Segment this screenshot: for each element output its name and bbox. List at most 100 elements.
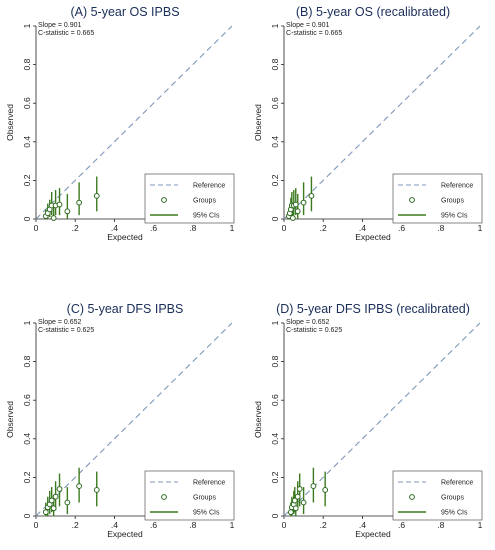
legend-label-groups: Groups: [193, 495, 216, 502]
y-tick-label: 0: [22, 513, 32, 518]
legend-label-reference: Reference: [441, 480, 473, 487]
group-point: [300, 199, 307, 206]
statistic-text: C-statistic = 0.625: [38, 327, 94, 334]
calibration-panel-2: (B) 5-year OS (recalibrated)00.20.40.60.…: [253, 5, 483, 242]
panel-title: (B) 5-year OS (recalibrated): [296, 5, 450, 19]
x-tick-label: .2: [72, 223, 79, 233]
y-tick-label: 0: [22, 216, 32, 221]
calibration-panel-1: (A) 5-year OS IPBS00.20.40.60.810.2.4.6.…: [5, 5, 235, 242]
x-tick-label: 1: [230, 520, 235, 530]
statistic-text: Slope = 0.901: [286, 22, 330, 29]
x-tick-label: .8: [189, 520, 196, 530]
group-point: [56, 486, 63, 492]
x-tick-label: .2: [320, 223, 327, 233]
y-tick-label: 0.2: [270, 471, 280, 483]
group-point: [52, 493, 59, 500]
group-point: [64, 208, 71, 215]
x-tick-label: 0: [282, 520, 287, 530]
y-tick-label: 0.8: [22, 355, 32, 367]
panel-title: (C) 5-year DFS IPBS: [67, 302, 184, 316]
x-tick-label: .8: [437, 520, 444, 530]
group-point: [76, 199, 83, 206]
legend-label-groups: Groups: [193, 198, 216, 205]
group-point: [300, 499, 307, 506]
x-axis-label: Expected: [355, 529, 391, 539]
y-tick-label: 0.4: [270, 136, 280, 148]
y-axis-label: Observed: [253, 401, 263, 438]
legend-groups-swatch: [161, 494, 167, 500]
statistic-text: Slope = 0.652: [286, 319, 330, 326]
x-tick-label: .6: [150, 520, 157, 530]
x-tick-label: .4: [359, 223, 366, 233]
y-tick-label: 0: [270, 216, 280, 221]
x-tick-label: .4: [111, 520, 118, 530]
reference-line: [35, 25, 233, 220]
panel-title: (A) 5-year OS IPBS: [70, 5, 179, 19]
y-tick-label: 0.6: [22, 97, 32, 109]
y-tick-label: 0.4: [22, 136, 32, 148]
legend-label-reference: Reference: [193, 183, 225, 190]
y-tick-label: 0.2: [22, 174, 32, 186]
x-tick-label: .2: [72, 520, 79, 530]
group-point: [292, 201, 299, 208]
group-point: [294, 208, 301, 215]
group-point: [93, 192, 100, 199]
legend-label-ci: 95% CIs: [441, 213, 468, 220]
reference-line: [283, 322, 481, 517]
group-point: [322, 487, 329, 493]
legend-label-reference: Reference: [441, 183, 473, 190]
x-tick-label: .6: [398, 223, 405, 233]
group-point: [42, 509, 49, 516]
group-point: [50, 505, 57, 512]
y-tick-label: 0.6: [270, 97, 280, 109]
y-axis-label: Observed: [5, 401, 15, 438]
y-tick-label: 0.4: [22, 433, 32, 445]
reference-line: [283, 25, 481, 220]
y-tick-label: 0.2: [270, 174, 280, 186]
group-point: [76, 483, 83, 489]
x-tick-label: .4: [111, 223, 118, 233]
y-tick-label: 1: [270, 320, 280, 325]
group-point: [287, 509, 294, 516]
group-point: [291, 497, 298, 504]
y-tick-label: 1: [22, 23, 32, 28]
y-axis-label: Observed: [253, 104, 263, 141]
y-tick-label: 0.6: [22, 394, 32, 406]
statistic-text: C-statistic = 0.665: [38, 30, 94, 37]
y-axis-label: Observed: [5, 104, 15, 141]
y-tick-label: 0.2: [22, 471, 32, 483]
group-point: [56, 201, 63, 208]
calibration-panel-4: (D) 5-year DFS IPBS (recalibrated) 0 0.2 0.…: [253, 302, 483, 539]
y-tick-label: 0.8: [270, 58, 280, 70]
x-tick-label: .8: [189, 223, 196, 233]
x-tick-label: .8: [437, 223, 444, 233]
statistic-text: Slope = 0.901: [38, 22, 82, 29]
legend-label-groups: Groups: [441, 198, 464, 205]
y-tick-label: 1: [270, 23, 280, 28]
legend-groups-swatch: [409, 494, 415, 500]
legend-groups-swatch: [409, 197, 415, 203]
legend-label-ci: 95% CIs: [193, 510, 220, 517]
y-tick-label: 0.8: [22, 58, 32, 70]
group-point: [292, 505, 299, 512]
x-tick-label: 0: [34, 520, 39, 530]
x-tick-label: 1: [478, 223, 483, 233]
x-tick-label: .6: [398, 520, 405, 530]
panel-title: (D) 5-year DFS IPBS (recalibrated): [276, 302, 470, 316]
statistic-text: C-statistic = 0.665: [286, 30, 342, 37]
x-tick-label: 1: [478, 520, 483, 530]
y-tick-label: 0.8: [270, 355, 280, 367]
group-point: [289, 215, 296, 221]
statistic-text: C-statistic = 0.625: [286, 327, 342, 334]
reference-line: [35, 322, 233, 517]
x-tick-label: .4: [359, 520, 366, 530]
x-tick-label: .2: [320, 520, 327, 530]
group-point: [50, 215, 57, 221]
x-tick-label: 0: [282, 223, 287, 233]
y-tick-label: 0.4: [270, 433, 280, 445]
group-point: [308, 192, 315, 199]
group-point: [310, 483, 317, 489]
x-tick-label: .6: [150, 223, 157, 233]
group-point: [294, 493, 301, 500]
